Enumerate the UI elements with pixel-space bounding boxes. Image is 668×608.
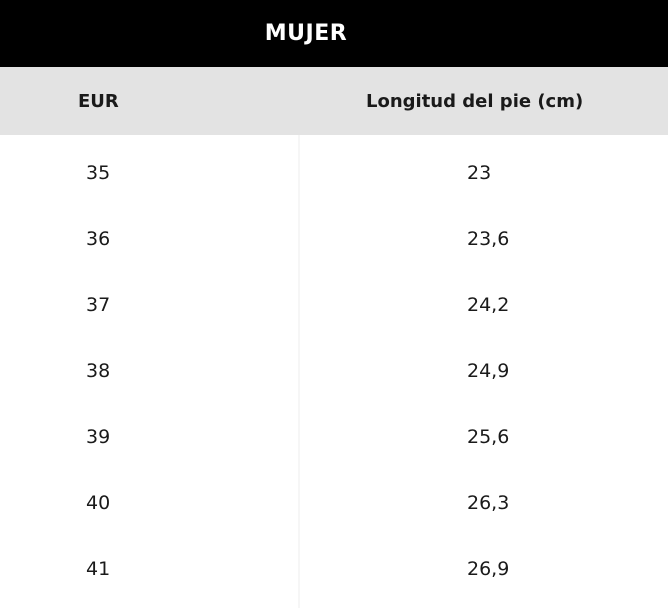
title-bar: MUJER [0,0,668,67]
foot-length-cell: 24,9 [467,360,510,382]
foot-length-cell: 25,6 [467,426,510,448]
table-row: 37 24,2 [0,272,668,338]
table-title: MUJER [264,21,348,46]
eur-size-cell: 37 [86,294,111,316]
table-row: 38 24,9 [0,338,668,404]
eur-size-cell: 36 [86,228,111,250]
eur-size-cell: 35 [86,162,111,184]
eur-size-cell: 40 [86,492,111,514]
table-row: 40 26,3 [0,470,668,536]
table-row: 39 25,6 [0,404,668,470]
eur-size-cell: 39 [86,426,111,448]
column-divider [298,135,300,608]
table-row: 35 23 [0,140,668,206]
foot-length-cell: 23,6 [467,228,510,250]
table-row: 36 23,6 [0,206,668,272]
column-header-eur: EUR [78,90,119,112]
eur-size-cell: 38 [86,360,111,382]
column-header-foot-length: Longitud del pie (cm) [366,90,584,112]
foot-length-cell: 24,2 [467,294,510,316]
foot-length-cell: 23 [467,162,492,184]
header-row: EUR Longitud del pie (cm) [0,67,668,135]
foot-length-cell: 26,9 [467,558,510,580]
table-row: 41 26,9 [0,536,668,602]
eur-size-cell: 41 [86,558,111,580]
foot-length-cell: 26,3 [467,492,510,514]
